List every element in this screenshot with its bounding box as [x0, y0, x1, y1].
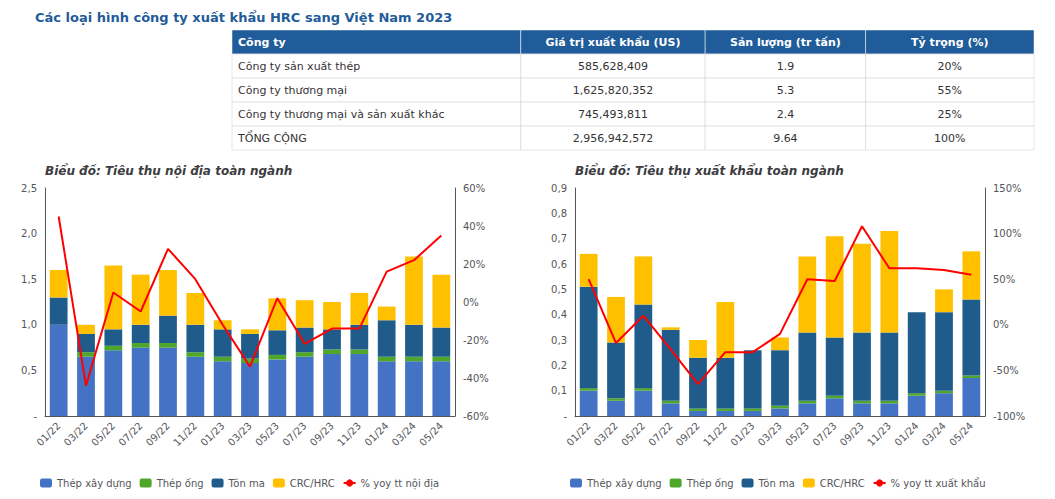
- svg-text:745,493,811: 745,493,811: [578, 108, 648, 121]
- svg-text:0,4: 0,4: [551, 309, 567, 320]
- svg-text:60%: 60%: [463, 183, 485, 194]
- svg-text:40%: 40%: [463, 221, 485, 232]
- svg-text:1,0: 1,0: [21, 319, 37, 330]
- svg-text:01/22: 01/22: [34, 420, 62, 448]
- svg-text:% yoy tt xuất khẩu: % yoy tt xuất khẩu: [891, 477, 986, 489]
- svg-text:5.3: 5.3: [777, 84, 795, 97]
- svg-text:585,628,409: 585,628,409: [578, 60, 648, 73]
- svg-text:100%: 100%: [934, 132, 965, 145]
- svg-text:01/23: 01/23: [728, 420, 756, 448]
- svg-text:-20%: -20%: [463, 335, 489, 346]
- svg-text:Công ty thương mại: Công ty thương mại: [238, 84, 347, 97]
- svg-text:20%: 20%: [938, 60, 962, 73]
- svg-text:07/23: 07/23: [280, 420, 308, 448]
- svg-text:CRC/HRC: CRC/HRC: [820, 478, 865, 489]
- svg-text:11/22: 11/22: [701, 420, 729, 448]
- svg-text:09/23: 09/23: [838, 420, 866, 448]
- svg-text:Công ty sản xuất thép: Công ty sản xuất thép: [238, 60, 360, 73]
- svg-text:01/24: 01/24: [362, 420, 390, 448]
- svg-text:01/23: 01/23: [198, 420, 226, 448]
- svg-text:Công ty: Công ty: [238, 36, 286, 49]
- svg-text:11/22: 11/22: [171, 420, 199, 448]
- svg-text:0,8: 0,8: [551, 208, 567, 219]
- svg-text:09/22: 09/22: [144, 420, 172, 448]
- svg-text:Thép ống: Thép ống: [156, 478, 204, 489]
- svg-text:07/22: 07/22: [116, 420, 144, 448]
- svg-text:Công ty thương mại và sản xuất: Công ty thương mại và sản xuất khác: [238, 108, 444, 121]
- svg-text:03/22: 03/22: [62, 420, 90, 448]
- svg-text:-100%: -100%: [993, 411, 1025, 422]
- svg-text:20%: 20%: [463, 259, 485, 270]
- svg-text:-40%: -40%: [463, 373, 489, 384]
- svg-text:Tôn ma: Tôn ma: [758, 478, 795, 489]
- svg-text:55%: 55%: [938, 84, 962, 97]
- svg-text:09/23: 09/23: [308, 420, 336, 448]
- svg-text:01/22: 01/22: [564, 420, 592, 448]
- svg-text:2,956,942,572: 2,956,942,572: [573, 132, 653, 145]
- svg-text:0,7: 0,7: [551, 233, 567, 244]
- svg-text:01/24: 01/24: [892, 420, 920, 448]
- svg-text:07/23: 07/23: [810, 420, 838, 448]
- svg-text:05/24: 05/24: [417, 420, 445, 448]
- svg-text:0%: 0%: [993, 319, 1009, 330]
- svg-text:0%: 0%: [463, 297, 479, 308]
- svg-text:03/24: 03/24: [390, 420, 418, 448]
- svg-text:Giá trị xuất khẩu (US): Giá trị xuất khẩu (US): [545, 36, 680, 49]
- svg-text:50%: 50%: [993, 274, 1015, 285]
- svg-text:1,5: 1,5: [21, 274, 37, 285]
- svg-text:2.4: 2.4: [777, 108, 795, 121]
- svg-text:100%: 100%: [993, 228, 1022, 239]
- svg-text:Biểu đồ: Tiêu thụ nội địa toàn: Biểu đồ: Tiêu thụ nội địa toàn ngành: [45, 163, 292, 178]
- svg-text:Thép xây dựng: Thép xây dựng: [586, 478, 662, 490]
- svg-text:11/23: 11/23: [335, 420, 363, 448]
- svg-text:Thép xây dựng: Thép xây dựng: [56, 478, 132, 490]
- svg-text:Sản lượng (tr tấn): Sản lượng (tr tấn): [730, 36, 841, 49]
- svg-text:03/23: 03/23: [756, 420, 784, 448]
- svg-text:9.64: 9.64: [773, 132, 798, 145]
- svg-text:-50%: -50%: [993, 365, 1019, 376]
- svg-text:0,5: 0,5: [21, 365, 37, 376]
- svg-text:2,0: 2,0: [21, 228, 37, 239]
- svg-text:0,3: 0,3: [551, 335, 567, 346]
- svg-text:1.9: 1.9: [777, 60, 795, 73]
- svg-text:Biểu đồ: Tiêu thụ xuất khẩu to: Biểu đồ: Tiêu thụ xuất khẩu toàn ngành: [575, 163, 844, 178]
- svg-text:-60%: -60%: [463, 411, 489, 422]
- svg-text:% yoy tt nội địa: % yoy tt nội địa: [361, 478, 440, 490]
- svg-text:07/22: 07/22: [646, 420, 674, 448]
- svg-text:09/22: 09/22: [674, 420, 702, 448]
- svg-text:-: -: [563, 411, 567, 422]
- svg-text:Thép ống: Thép ống: [686, 478, 734, 489]
- svg-text:150%: 150%: [993, 183, 1022, 194]
- svg-text:0,1: 0,1: [551, 385, 567, 396]
- svg-text:0,5: 0,5: [551, 284, 567, 295]
- svg-text:TỔNG CỘNG: TỔNG CỘNG: [237, 130, 307, 145]
- svg-text:2,5: 2,5: [21, 183, 37, 194]
- svg-text:05/22: 05/22: [89, 420, 117, 448]
- svg-text:Tôn ma: Tôn ma: [228, 478, 265, 489]
- svg-text:Các loại hình công ty xuất khẩ: Các loại hình công ty xuất khẩu HRC sang…: [35, 10, 452, 25]
- svg-text:1,625,820,352: 1,625,820,352: [573, 84, 653, 97]
- svg-text:03/24: 03/24: [920, 420, 948, 448]
- svg-text:Tỷ trọng (%): Tỷ trọng (%): [911, 36, 988, 49]
- svg-text:05/24: 05/24: [947, 420, 975, 448]
- svg-text:03/23: 03/23: [226, 420, 254, 448]
- svg-text:0,9: 0,9: [551, 183, 567, 194]
- svg-text:11/23: 11/23: [865, 420, 893, 448]
- svg-text:03/22: 03/22: [592, 420, 620, 448]
- svg-text:25%: 25%: [938, 108, 962, 121]
- svg-text:05/23: 05/23: [253, 420, 281, 448]
- svg-text:CRC/HRC: CRC/HRC: [290, 478, 335, 489]
- svg-text:-: -: [33, 411, 37, 422]
- svg-text:05/23: 05/23: [783, 420, 811, 448]
- svg-text:0,2: 0,2: [551, 360, 567, 371]
- svg-text:05/22: 05/22: [619, 420, 647, 448]
- svg-text:0,6: 0,6: [551, 259, 567, 270]
